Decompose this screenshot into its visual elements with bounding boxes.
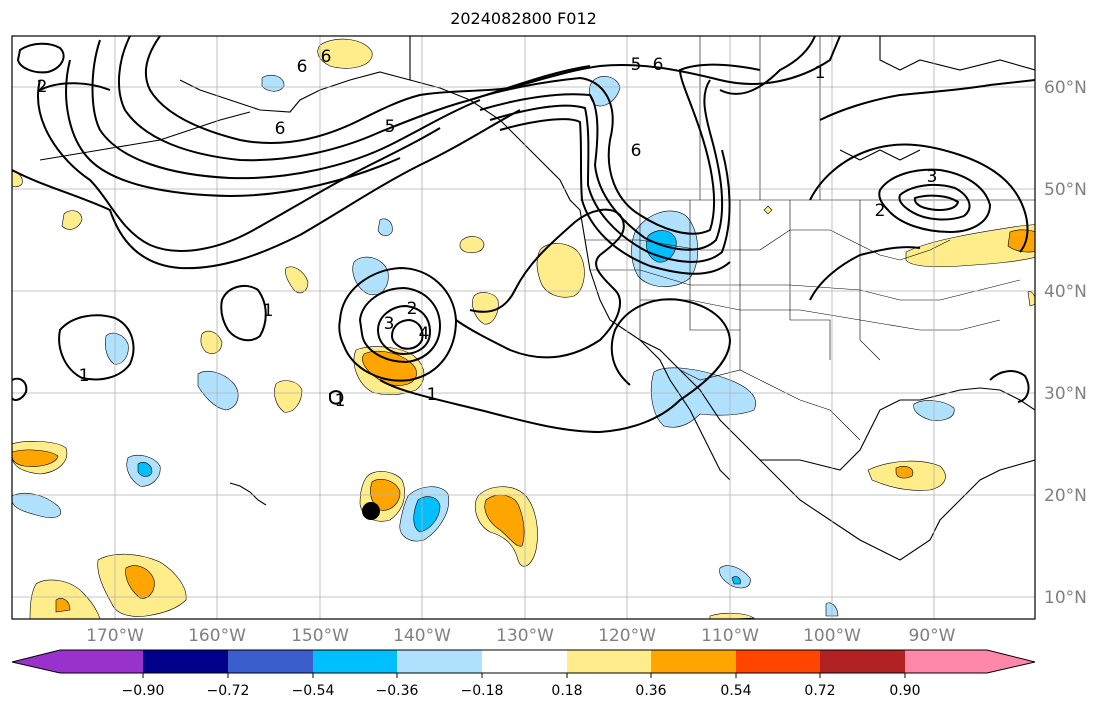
contour-label: 2 [37,77,48,97]
longitude-label: 120°W [598,626,656,646]
colorbar-segment [143,650,228,673]
latitude-label: 30°N [1044,384,1087,404]
colorbar-tick-label: −0.72 [206,683,250,699]
colorbar-tick-label: −0.36 [375,683,419,699]
political-borders [580,36,1035,441]
colorbar-tick-label: 0.54 [720,683,752,699]
contour-label: 6 [275,119,286,139]
colorbar-tick-label: −0.54 [291,683,335,699]
colorbar-tick-label: 0.90 [889,683,921,699]
colorbar-segment [482,650,567,673]
longitude-label: 110°W [701,626,759,646]
contour-label: 3 [927,167,938,187]
map-frame [11,35,1036,620]
colorbar-segment [736,650,820,673]
longitude-label: 150°W [291,626,349,646]
contour-label: 2 [875,201,886,221]
contour-label: 6 [631,141,642,161]
colorbar-tick-label: 0.72 [804,683,836,699]
colorbar-segment [397,650,482,673]
colorbar-segment [12,650,143,673]
colorbar-tick-label: −0.90 [121,683,165,699]
contour-label: 1 [263,301,274,321]
longitude-label: 140°W [393,626,451,646]
latitude-label: 20°N [1044,486,1087,506]
contour-label: 6 [321,47,332,67]
contour-label: 1 [79,366,90,386]
colorbar-segment [905,650,1035,673]
latitude-label: 40°N [1044,282,1087,302]
colorbar-tick-label: 0.36 [635,683,667,699]
contour-label: 6 [653,55,664,75]
colorbar-tick-label: −0.18 [460,683,504,699]
colorbar-segment [228,650,313,673]
contour-label: 1 [815,63,826,83]
contour-label: 5 [631,55,642,75]
colorbar-segment [567,650,651,673]
contour-label: 4 [419,324,430,344]
contour-label: 3 [384,314,395,334]
latitude-label: 50°N [1044,180,1087,200]
storm-marker [362,502,380,520]
anomaly-shading [12,38,1035,619]
colorbar-segment [651,650,736,673]
contour-label: 6 [297,57,308,77]
colorbar-segment [313,650,397,673]
colorbar-segment [820,650,905,673]
longitude-label: 170°W [86,626,144,646]
longitude-label: 160°W [188,626,246,646]
map-title: 2024082800 F012 [450,9,597,28]
longitude-label: 130°W [496,626,554,646]
contour-label: 5 [385,117,396,137]
contour-lines [12,36,1035,434]
contour-label: 1 [427,385,438,405]
contour-label: 1 [335,391,346,411]
colorbar-tick-label: 0.18 [551,683,583,699]
contour-label-group: 2 6 6 6 5 5 6 1 6 3 2 1 2 3 4 1 1 1 [37,47,938,411]
latitude-label: 10°N [1044,588,1087,608]
longitude-label: 100°W [803,626,861,646]
contour-label: 2 [407,299,418,319]
latitude-label: 60°N [1044,78,1087,98]
colorbar-outline [11,649,1036,674]
longitude-label: 90°W [908,626,956,646]
graticule [12,36,1035,619]
colorbar [11,649,1036,678]
